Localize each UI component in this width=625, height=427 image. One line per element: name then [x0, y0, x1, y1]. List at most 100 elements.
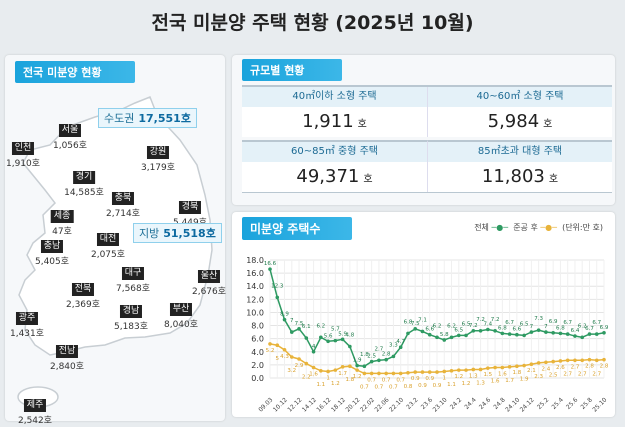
data-point: [558, 331, 563, 336]
data-point: [304, 336, 309, 340]
data-label: 6.1: [302, 324, 311, 330]
data-label: 6.5: [454, 327, 463, 333]
region-5: 충북 2,714호: [106, 185, 140, 219]
data-label: 0.7: [382, 377, 391, 383]
data-label: 3.3: [389, 342, 398, 348]
data-label: 0.9: [418, 383, 427, 389]
data-label: 2.9: [295, 363, 304, 369]
data-point: [355, 363, 359, 368]
data-point: [348, 364, 352, 368]
data-label: 1.7: [505, 378, 514, 384]
data-label: 7.4: [483, 321, 492, 327]
unit: 호: [363, 174, 373, 185]
data-point: [275, 343, 280, 348]
data-point: [420, 370, 425, 374]
region-name: 광주: [15, 312, 39, 325]
data-point: [340, 337, 345, 342]
data-label: 5.7: [331, 327, 340, 333]
data-label: 6.7: [563, 320, 572, 326]
data-point: [326, 339, 330, 344]
x-tick-label: 25.2: [536, 396, 551, 411]
data-point: [551, 330, 555, 335]
data-label: 2.7: [563, 371, 572, 377]
unit: 호: [543, 119, 553, 130]
data-label: 1.9: [353, 358, 362, 364]
data-label: 1.8: [512, 370, 521, 376]
data-point: [289, 330, 294, 334]
data-label: 6.7: [592, 320, 601, 326]
region-name: 대구: [121, 267, 145, 280]
map-panel: 전국 미분양 현황 서울 1,056호 인천 1,910호 강원 3,179호 경기 14,5…: [5, 55, 227, 426]
data-label: 6.2: [433, 323, 442, 329]
data-point: [602, 330, 606, 335]
x-tick-label: 24.12: [519, 396, 536, 413]
data-label: 6.8: [404, 319, 413, 325]
local-summary: 지방 51,518호: [133, 223, 222, 243]
data-point: [340, 365, 345, 369]
data-point: [377, 371, 381, 376]
region-value: 2,840호: [49, 362, 85, 372]
data-label: 7: [290, 318, 294, 324]
data-label: 1.9: [520, 377, 529, 383]
data-label: 1.3: [476, 380, 485, 386]
data-point: [311, 349, 316, 354]
data-point: [384, 371, 388, 376]
data-point: [435, 370, 439, 374]
data-label: 0.7: [375, 384, 384, 390]
data-label: 5.2: [266, 348, 275, 354]
data-point: [398, 371, 403, 376]
data-label: 7.2: [491, 317, 500, 323]
y-tick-label: 4.0: [251, 348, 264, 357]
x-tick-label: 24.4: [463, 396, 478, 411]
data-point: [573, 334, 577, 338]
x-tick-label: 24.10: [504, 396, 521, 413]
data-point: [471, 329, 476, 333]
size-grid: 40㎡이하 소형 주택 1,911 호 40~60㎡ 소형 주택 5,984 호 60~…: [242, 85, 612, 193]
data-label: 0.7: [396, 377, 405, 383]
data-point: [587, 332, 592, 336]
data-point: [536, 328, 541, 332]
data-label: 2.8: [600, 364, 609, 370]
data-point: [391, 371, 396, 376]
data-label: 1.5: [483, 372, 492, 378]
data-label: 2.7: [592, 371, 601, 377]
data-label: 4.8: [345, 333, 354, 339]
chart-tag: 미분양 주택수: [242, 217, 352, 240]
data-point: [573, 358, 577, 363]
region-value: 47호: [52, 227, 72, 237]
data-label: 6.7: [505, 320, 514, 326]
map-tag: 전국 미분양 현황: [15, 61, 135, 83]
data-label: 1.2: [353, 374, 362, 380]
data-label: 2.5: [549, 373, 558, 379]
region-17: 제주 2,542호: [18, 392, 52, 426]
region-value: 2,676호: [191, 287, 227, 297]
data-label: 2.7: [578, 371, 587, 377]
cell-label: 60~85㎡ 중형 주택: [242, 142, 427, 162]
data-point: [297, 357, 301, 361]
y-tick-label: 14.0: [246, 282, 264, 291]
data-point: [464, 368, 468, 372]
data-point: [348, 344, 352, 349]
data-label: 3.2: [287, 368, 296, 374]
data-label: 6.8: [556, 325, 565, 331]
region-4: 경기 14,585호: [64, 164, 104, 198]
cell-value: 11,803: [481, 166, 545, 187]
capital-summary: 수도권 17,551호: [98, 108, 197, 128]
region-value: 3,179호: [140, 163, 176, 173]
data-point: [311, 365, 316, 370]
region-name: 인천: [11, 142, 35, 155]
data-label: 6.4: [571, 328, 580, 334]
region-name: 경기: [72, 171, 96, 184]
chart-legend: 전체 ─●─ 준공 후 ─●─ (단위:만 호): [474, 223, 603, 232]
data-label: 8.9: [280, 312, 289, 318]
data-label: 5: [276, 356, 280, 362]
data-point: [478, 367, 483, 372]
data-point: [282, 317, 287, 322]
data-label: 6.5: [520, 321, 529, 327]
data-label: 0.9: [425, 376, 434, 382]
local-value: 51,518호: [163, 227, 216, 240]
data-point: [442, 369, 447, 374]
data-label: 1: [326, 375, 330, 381]
y-tick-label: 18.0: [246, 256, 264, 265]
legend-total: 전체: [474, 223, 489, 232]
